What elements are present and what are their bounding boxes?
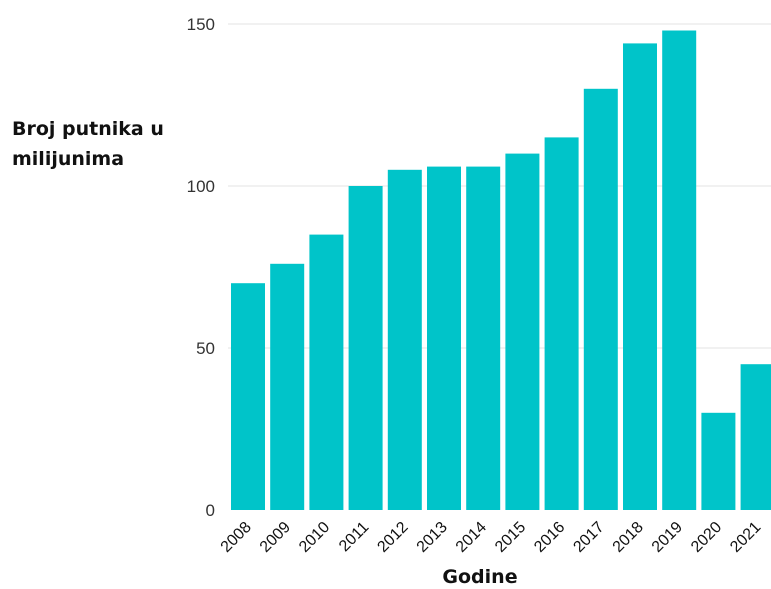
bar-2012 [387,169,422,511]
y-axis-label: Broj putnika u milijunima [12,118,164,170]
x-tick-label-2011: 2011 [336,519,372,555]
x-axis-label: Godine [442,566,518,588]
x-tick-label-2009: 2009 [257,519,294,556]
x-tick-label-2021: 2021 [727,519,764,556]
bar-2008 [231,283,265,510]
x-tick-label-2015: 2015 [492,519,529,556]
bar-2018 [623,43,657,511]
x-tick-label-2013: 2013 [414,519,451,556]
bar-2021 [740,364,771,510]
x-tick-label-2010: 2010 [296,519,333,556]
y-tick-label: 50 [196,339,215,358]
x-tick-label-2014: 2014 [453,519,490,556]
x-ticks: 2008 2009 2010 2011 2012 2013 2014 2015 2016 2017… [218,519,765,556]
bar-2020 [701,412,736,510]
bar-2016 [544,137,579,510]
x-tick-label-2018: 2018 [610,519,647,556]
bar-2009 [270,263,305,510]
x-tick-label-2012: 2012 [374,519,411,556]
bars [231,30,771,511]
bar-2014 [466,166,501,510]
bar-2019 [662,30,697,510]
y-ticks: 0 50 100 150 [187,15,215,520]
x-tick-label-2017: 2017 [570,519,607,556]
bar-2010 [309,234,344,510]
x-tick-label-2016: 2016 [531,519,568,556]
bar-2015 [505,153,540,510]
y-tick-label: 100 [187,177,215,196]
y-tick-label: 150 [187,15,215,34]
bar-2017 [583,88,618,511]
x-tick-label-2019: 2019 [649,519,686,556]
x-tick-label-2020: 2020 [688,519,725,556]
bar-2013 [427,166,461,510]
x-tick-label-2008: 2008 [218,519,255,556]
y-tick-label: 0 [206,501,215,520]
bar-2011 [348,186,383,510]
